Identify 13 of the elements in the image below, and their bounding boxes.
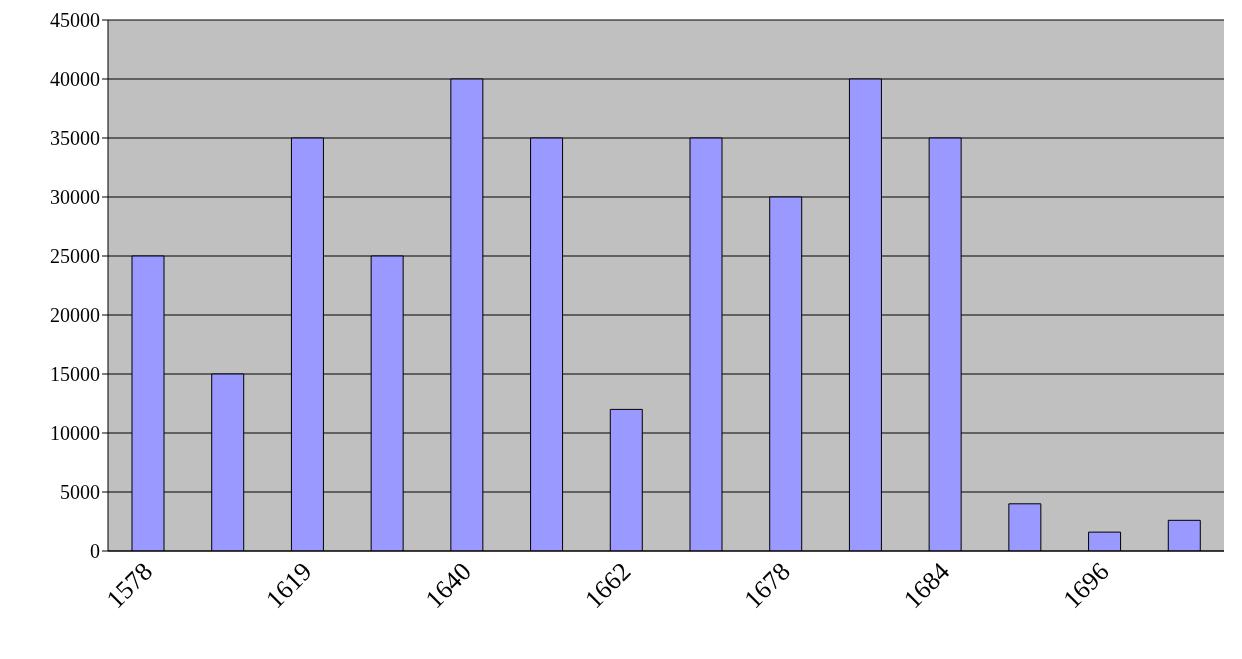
x-tick-label: 1662: [579, 556, 637, 615]
y-tick-label: 25000: [50, 245, 100, 268]
y-tick-label: 5000: [60, 481, 100, 504]
y-tick-label: 0: [90, 540, 100, 563]
y-tick-label: 15000: [50, 363, 100, 386]
x-tick-label: 1619: [260, 556, 318, 615]
y-tick-label: 10000: [50, 422, 100, 445]
x-tick-label: 1640: [419, 556, 477, 615]
y-tick-label: 30000: [50, 186, 100, 209]
y-tick-label: 40000: [50, 68, 100, 91]
y-tick-label: 45000: [50, 9, 100, 32]
y-tick-label: 35000: [50, 127, 100, 150]
y-tick-label: 20000: [50, 304, 100, 327]
